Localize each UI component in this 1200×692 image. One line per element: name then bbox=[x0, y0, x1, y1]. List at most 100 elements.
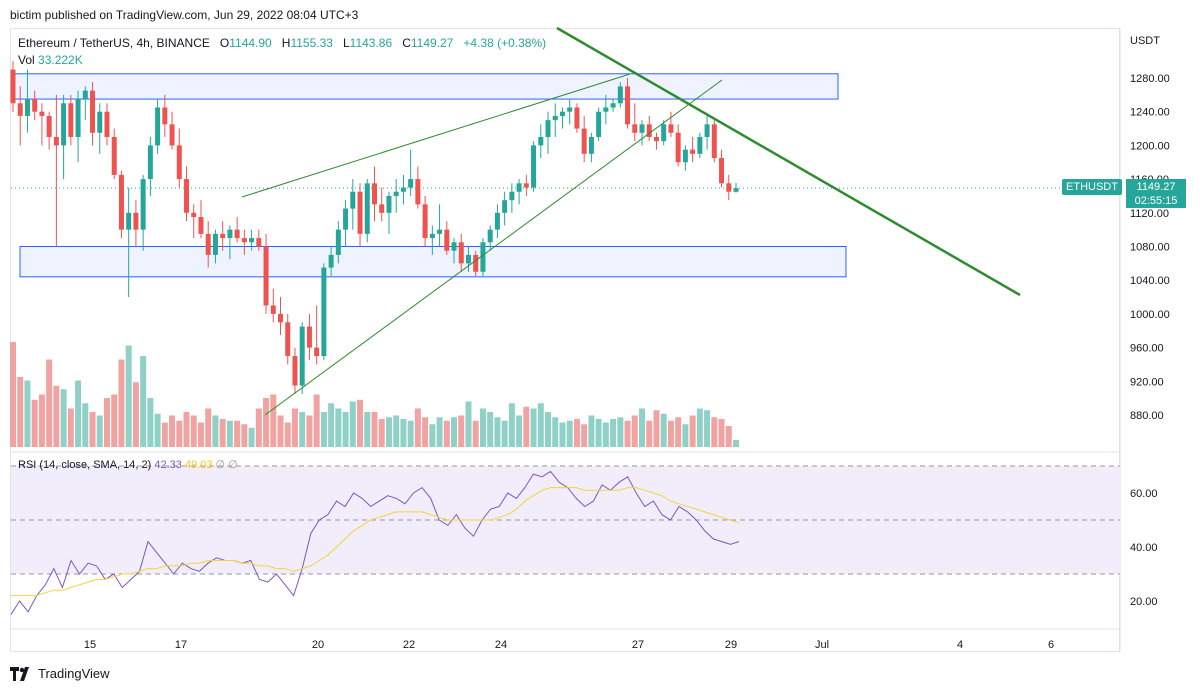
volume-bar bbox=[711, 417, 718, 447]
volume-bar bbox=[465, 401, 472, 447]
candle-body bbox=[574, 107, 580, 129]
rsi-line bbox=[10, 470, 740, 615]
candle-body bbox=[350, 191, 356, 209]
candle-body bbox=[451, 242, 457, 251]
volume-bar bbox=[631, 415, 638, 447]
candle-body bbox=[306, 326, 312, 348]
time-tick-label: 22 bbox=[403, 639, 415, 651]
rsi-extra: ∅ ∅ bbox=[215, 459, 238, 471]
volume-bar bbox=[147, 398, 154, 447]
candle-body bbox=[552, 115, 558, 121]
candle-body bbox=[39, 111, 45, 116]
candle-body bbox=[162, 107, 168, 125]
volume-bar bbox=[335, 408, 342, 447]
volume-bar bbox=[400, 419, 407, 447]
volume-bar bbox=[508, 403, 515, 447]
volume-bar bbox=[89, 412, 96, 447]
volume-bar bbox=[472, 420, 479, 447]
time-tick-label: Jul bbox=[815, 639, 829, 651]
volume-bar bbox=[385, 417, 392, 447]
candle-body bbox=[639, 124, 645, 133]
volume-bar bbox=[733, 440, 739, 447]
volume-bar bbox=[46, 359, 53, 447]
candle-body bbox=[212, 233, 218, 255]
volume-bar bbox=[320, 412, 327, 447]
volume-bar bbox=[10, 342, 16, 447]
candle-body bbox=[32, 99, 38, 112]
candle-body bbox=[487, 229, 493, 243]
volume-bar bbox=[255, 408, 262, 447]
volume-bar bbox=[501, 420, 508, 447]
volume-bar bbox=[371, 412, 378, 447]
volume-bar bbox=[161, 422, 168, 447]
volume-bar bbox=[617, 417, 624, 447]
volume-bar bbox=[653, 410, 660, 447]
price-tick-label: 920.00 bbox=[1130, 376, 1164, 388]
candle-body bbox=[285, 322, 291, 357]
volume-bar bbox=[516, 415, 523, 447]
volume-bar bbox=[552, 417, 559, 447]
volume-bar bbox=[639, 408, 646, 447]
price-tag-price: 1149.27 bbox=[1126, 179, 1186, 195]
candle-body bbox=[444, 229, 450, 251]
candle-body bbox=[437, 229, 443, 234]
candle-body bbox=[176, 145, 182, 180]
candle-body bbox=[581, 128, 587, 154]
price-tick-label: 1000.00 bbox=[1130, 309, 1170, 321]
volume-bar bbox=[675, 417, 682, 447]
volume-bar bbox=[667, 420, 674, 447]
candle-body bbox=[270, 305, 276, 314]
last-price-tag: ETHUSDT 1149.27 02:55:15 bbox=[1062, 179, 1186, 209]
rsi-tick-label: 20.00 bbox=[1130, 596, 1158, 608]
candle-body bbox=[10, 69, 16, 104]
volume-bar bbox=[277, 415, 284, 447]
volume-bar bbox=[103, 398, 110, 447]
price-tag-countdown: 02:55:15 bbox=[1126, 194, 1186, 208]
volume-bar bbox=[24, 380, 31, 447]
symbol-title: Ethereum / TetherUS, 4h, BINANCE bbox=[18, 36, 210, 50]
candle-body bbox=[545, 120, 551, 137]
candle-body bbox=[241, 238, 247, 243]
candle-body bbox=[632, 124, 638, 133]
time-tick-label: 24 bbox=[495, 639, 507, 651]
volume-bar bbox=[696, 408, 703, 447]
candle-body bbox=[379, 204, 385, 213]
candle-body bbox=[111, 136, 117, 175]
candle-body bbox=[653, 136, 659, 142]
volume-legend: Vol 33.222K bbox=[18, 53, 83, 67]
volume-bar bbox=[588, 415, 595, 447]
candle-body bbox=[205, 233, 211, 255]
volume-bar bbox=[602, 422, 609, 447]
candle-body bbox=[191, 212, 197, 218]
price-tick-label: 1120.00 bbox=[1130, 208, 1169, 220]
volume-bar bbox=[67, 408, 74, 447]
candle-body bbox=[314, 347, 320, 357]
volume-bar bbox=[704, 410, 711, 447]
volume-bar bbox=[263, 398, 270, 447]
volume-bar bbox=[624, 420, 631, 447]
volume-bar bbox=[393, 415, 400, 447]
candle-body bbox=[169, 124, 175, 146]
footer-brand[interactable]: TradingView bbox=[10, 666, 110, 681]
volume-bar bbox=[436, 417, 443, 447]
candle-body bbox=[661, 124, 667, 142]
volume-bar bbox=[299, 412, 306, 447]
volume-bar bbox=[241, 424, 248, 447]
volume-bar bbox=[313, 394, 320, 447]
volume-bar bbox=[537, 403, 544, 447]
time-tick-label: 15 bbox=[84, 639, 96, 651]
price-tick-label: 1280.00 bbox=[1130, 73, 1170, 85]
time-tick-label: 29 bbox=[725, 639, 737, 651]
volume-bar bbox=[443, 420, 450, 447]
price-tick-label: 1080.00 bbox=[1130, 242, 1170, 254]
candle-body bbox=[357, 191, 363, 234]
volume-bar bbox=[226, 420, 233, 447]
price-axis-unit: USDT bbox=[1130, 35, 1160, 47]
candle-body bbox=[24, 99, 30, 116]
price-tick-label: 1240.00 bbox=[1130, 107, 1170, 119]
candle-body bbox=[415, 179, 421, 205]
volume-bar bbox=[422, 417, 429, 447]
high-label: H bbox=[281, 36, 291, 50]
candle-body bbox=[140, 179, 146, 230]
